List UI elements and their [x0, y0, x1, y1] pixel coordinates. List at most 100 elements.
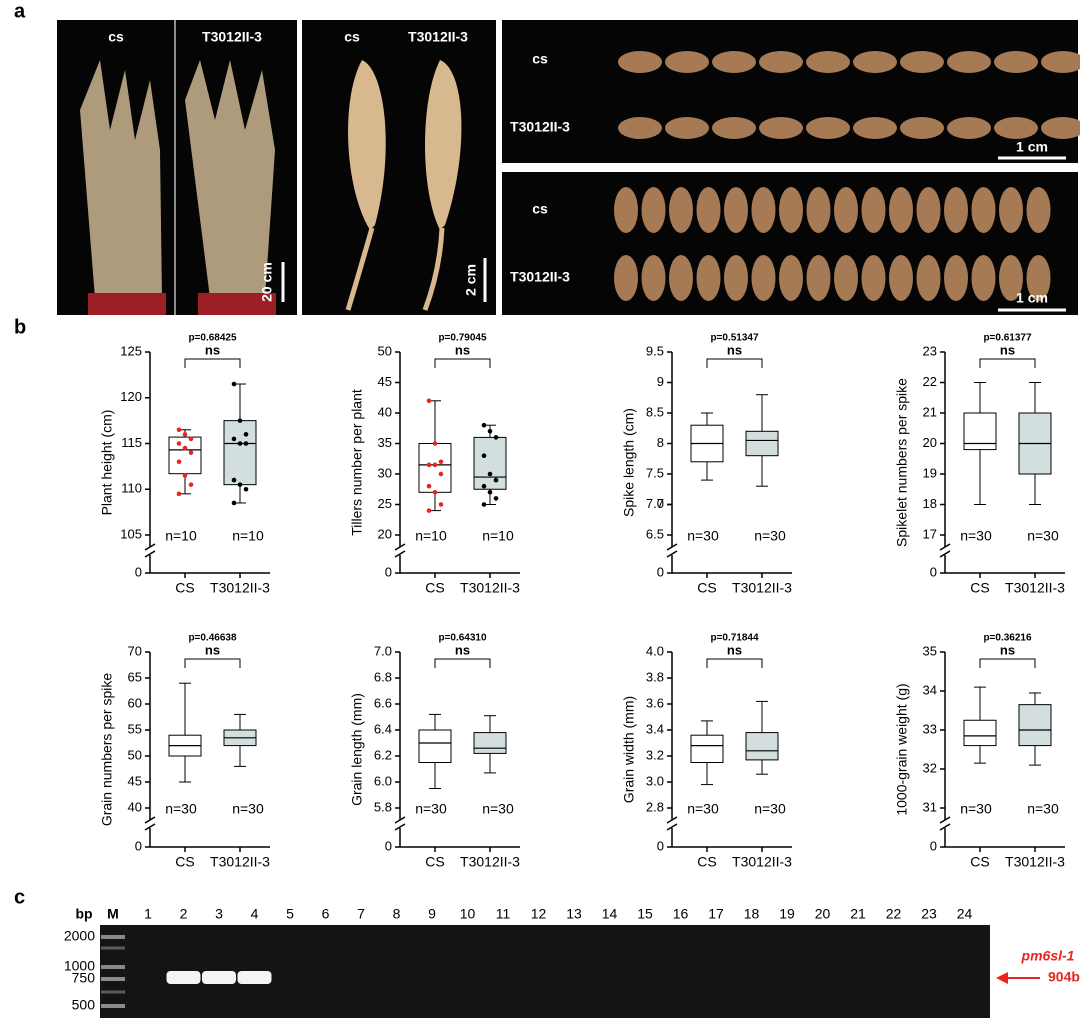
lane-label: 14: [602, 906, 618, 922]
grain: [724, 255, 748, 301]
ladder-band: [101, 935, 125, 939]
lane-label: 9: [428, 906, 436, 922]
y-tick-label: 60: [128, 695, 142, 710]
box: [963, 412, 997, 451]
x-tick-label: CS: [175, 580, 194, 596]
grain: [834, 187, 858, 233]
y-tick-label: 8.5: [646, 404, 664, 419]
y-axis-break: [939, 543, 951, 551]
lane-label: 6: [322, 906, 330, 922]
p-value: p=0.68425: [188, 333, 237, 344]
data-point: [432, 441, 438, 446]
y-tick-label: 50: [128, 747, 142, 762]
lane-label: 19: [779, 906, 795, 922]
y-tick-label: 55: [128, 721, 142, 736]
grain: [834, 255, 858, 301]
data-point: [237, 482, 243, 487]
ladder-band: [101, 990, 125, 994]
grain: [994, 51, 1038, 73]
significance: ns: [727, 642, 742, 657]
x-tick-label: CS: [425, 580, 444, 596]
y-tick-label: 65: [128, 669, 142, 684]
box: [963, 719, 997, 747]
marker-size: 1000: [64, 958, 95, 974]
significance-bracket: [979, 658, 1036, 668]
grain: [759, 51, 803, 73]
grain: [889, 255, 913, 301]
data-point: [231, 436, 237, 442]
data-point: [481, 483, 487, 489]
y-axis-break: [144, 823, 156, 831]
y-axis-break: [666, 816, 678, 824]
n-label: n=10: [165, 528, 197, 544]
data-point: [182, 445, 188, 451]
grain: [1041, 51, 1080, 73]
x-tick-label: CS: [425, 854, 444, 870]
data-point: [188, 436, 194, 442]
y-axis-break: [394, 550, 406, 558]
gel-lanes: bp M 1 2 3 4 5 6 7 8 9 10 11 12 13 14 15 16 17 18 19 20 21 22 23…: [64, 906, 973, 1013]
y-tick-label: 6.8: [374, 669, 392, 684]
grain: [806, 187, 831, 233]
marker-size: 500: [72, 997, 96, 1013]
grain: [696, 187, 721, 233]
grain: [779, 187, 803, 233]
data-point: [426, 462, 432, 468]
panel-label: a: [14, 0, 26, 22]
y-tick-label: 45: [378, 374, 392, 389]
y-tick-label: 0: [930, 564, 937, 579]
grain: [889, 187, 913, 233]
significance: ns: [727, 342, 742, 357]
scale-label: 1 cm: [1016, 139, 1048, 155]
lane-label: 7: [357, 906, 365, 922]
plant: [185, 60, 275, 298]
y-tick-label: 0: [385, 564, 392, 579]
y-tick-label: 5.8: [374, 799, 392, 814]
grain: [1026, 255, 1051, 301]
y-tick-label: 34: [923, 682, 937, 697]
photo-label: T3012II-3: [510, 269, 570, 285]
n-label: n=10: [232, 528, 264, 544]
data-point: [487, 429, 493, 434]
photo-label: cs: [532, 51, 548, 67]
y-tick-label: 9.5: [646, 343, 664, 358]
significance: ns: [205, 642, 220, 657]
y-axis-break: [144, 543, 156, 551]
y-tick-label: 6.6: [374, 695, 392, 710]
stem: [422, 227, 445, 311]
y-tick-label: 22: [923, 374, 937, 389]
grain: [999, 255, 1023, 301]
y-tick-label: 3.8: [646, 669, 664, 684]
grain: [994, 117, 1038, 139]
n-label: n=30: [754, 801, 786, 817]
lane-label: 21: [850, 906, 866, 922]
ladder-band: [101, 1004, 125, 1008]
y-tick-label: 19: [923, 465, 937, 480]
grain: [944, 255, 968, 301]
significance-bracket: [434, 358, 491, 368]
photo-label: T3012II-3: [510, 119, 570, 135]
box: [473, 436, 507, 490]
data-point: [493, 435, 499, 440]
p-value: p=0.36216: [983, 633, 1032, 644]
data-point: [231, 500, 237, 506]
pot: [88, 293, 166, 315]
grain: [1026, 187, 1051, 233]
x-tick-label: T3012II-3: [210, 580, 270, 596]
n-label: n=10: [415, 528, 447, 544]
grain: [751, 255, 776, 301]
n-label: n=30: [482, 801, 514, 817]
box: [1018, 704, 1052, 747]
grain: [618, 51, 662, 73]
x-tick-label: T3012II-3: [1005, 854, 1065, 870]
y-tick-label: 23: [923, 343, 937, 358]
data-point: [188, 450, 194, 455]
data-point: [438, 502, 444, 507]
y-tick-label: 50: [378, 343, 392, 358]
n-label: n=30: [754, 528, 786, 544]
grain: [947, 51, 991, 73]
n-label: n=30: [960, 801, 992, 817]
data-point: [231, 477, 237, 483]
grain: [641, 255, 666, 301]
lane-label: 15: [637, 906, 653, 922]
